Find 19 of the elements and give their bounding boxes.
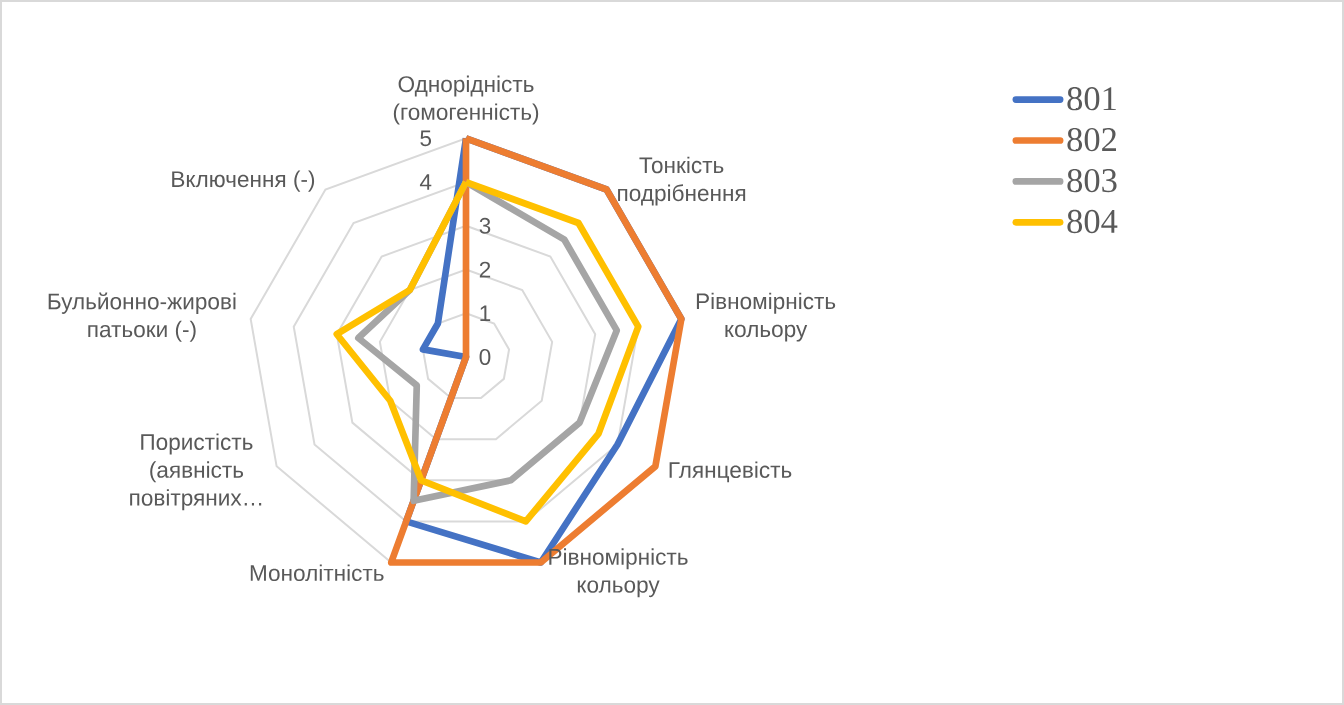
spoke-label: Пористість (аявність повітряних… xyxy=(130,433,262,511)
spoke-label: Включення (-) xyxy=(172,170,315,192)
spoke-label: Однорідність (гомогенність) xyxy=(393,75,539,125)
y-tick-label: 4 xyxy=(419,174,432,190)
legend-label: 804 xyxy=(1067,209,1118,234)
legend-label: 802 xyxy=(1067,127,1116,152)
y-tick-label: 3 xyxy=(479,217,491,234)
y-tick-label: 2 xyxy=(479,261,491,278)
y-tick-label: 1 xyxy=(480,305,491,322)
y-tick-label: 5 xyxy=(420,130,432,147)
legend-label: 801 xyxy=(1067,87,1116,111)
spoke-label: Рівномірність кольору xyxy=(696,292,836,342)
spoke-label: Монолітність xyxy=(250,564,384,582)
spoke-label: Бульйонно-жирові патьоки (-) xyxy=(48,292,236,342)
legend-label: 803 xyxy=(1067,168,1117,193)
spoke-label: Тонкість подрібнення xyxy=(618,156,746,206)
spoke-label: Глянцевість xyxy=(669,461,792,483)
spoke-label: Рівномірність кольору xyxy=(549,548,688,598)
y-tick-label: 0 xyxy=(479,349,491,365)
